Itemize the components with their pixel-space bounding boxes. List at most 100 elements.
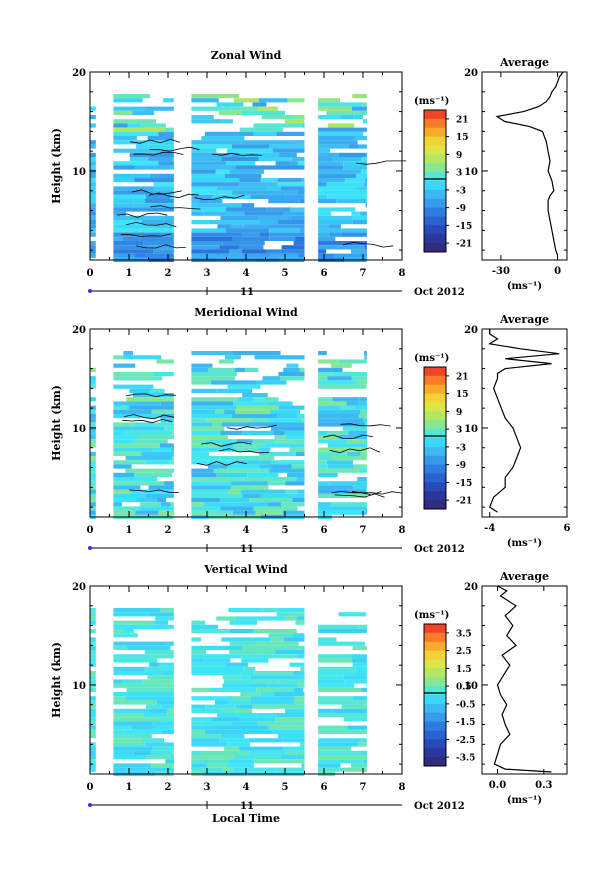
heatmap-cell — [350, 654, 367, 659]
heatmap-cell — [269, 144, 305, 149]
heatmap-cell — [215, 409, 225, 414]
heatmap-cell — [140, 502, 161, 507]
heatmap-cell — [113, 746, 153, 751]
average-title: Average — [499, 56, 549, 69]
heatmap-cell — [142, 738, 164, 743]
x-tick-label: 8 — [399, 525, 406, 536]
heatmap-cell — [289, 662, 305, 667]
heatmap-cell — [150, 654, 174, 659]
heatmap-cell — [90, 612, 96, 617]
heatmap-cell — [241, 203, 255, 208]
heatmap-cell — [216, 472, 248, 477]
heatmap-cell — [191, 241, 223, 246]
heatmap-cell — [222, 106, 232, 111]
heatmap-cell — [113, 253, 135, 258]
heatmap-cell — [152, 721, 174, 726]
heatmap-cell — [113, 443, 160, 448]
heatmap-cell — [148, 708, 168, 713]
x-tick-label: 3 — [204, 782, 211, 793]
heatmap-cell — [90, 140, 96, 145]
heatmap-cell — [212, 194, 251, 199]
heatmap-cell — [90, 115, 96, 120]
heatmap-cell — [149, 173, 159, 178]
heatmap-cell — [351, 763, 367, 768]
heatmap-cell — [359, 700, 367, 705]
heatmap-cell — [191, 506, 211, 511]
heatmap-cell — [220, 215, 259, 220]
heatmap-cell — [90, 679, 96, 684]
heatmap-cell — [113, 94, 150, 99]
y-axis-label: Height (km) — [50, 128, 63, 204]
heatmap-cell — [364, 422, 367, 427]
colorbar-label: -21 — [456, 497, 472, 507]
average-profile-line — [488, 329, 560, 513]
heatmap-cell — [356, 173, 367, 178]
heatmap-cell — [113, 203, 134, 208]
heatmap-cell — [191, 144, 232, 149]
heatmap-cell — [257, 106, 279, 111]
heatmap-cell — [267, 481, 286, 486]
heatmap-cell — [265, 186, 281, 191]
heatmap-cell — [278, 679, 305, 684]
heatmap-cell — [134, 178, 174, 183]
heatmap-cell — [303, 759, 305, 764]
colorbar-swatch — [424, 438, 446, 448]
heatmap-cell — [293, 241, 305, 246]
heatmap-cell — [124, 430, 173, 435]
colorbar-swatch — [424, 730, 446, 740]
heatmap-cell — [144, 666, 174, 671]
x-tick-label: 2 — [165, 268, 172, 279]
colorbar-label: 1.5 — [456, 665, 472, 675]
heatmap-cell — [113, 721, 153, 726]
heatmap-cell — [191, 671, 238, 676]
heatmap-cell — [156, 224, 174, 229]
heatmap-cell — [241, 110, 285, 115]
heatmap-cell — [229, 641, 257, 646]
heatmap-cell — [90, 493, 96, 498]
heatmap-cell — [334, 253, 367, 258]
contour-line — [356, 160, 407, 165]
heatmap-cell — [113, 477, 158, 482]
contour-line — [194, 194, 245, 201]
heatmap-cell — [191, 249, 230, 254]
heatmap-cell — [318, 451, 347, 456]
heatmap-cell — [318, 510, 366, 515]
heatmap-cell — [289, 612, 305, 617]
y-axis-label: Height (km) — [50, 642, 63, 718]
heatmap-cell — [227, 464, 260, 469]
heatmap-cell — [191, 228, 226, 233]
heatmap-cell — [160, 443, 174, 448]
colorbar-label: 3.5 — [456, 629, 472, 639]
colorbar-frame — [423, 623, 447, 767]
heatmap-cell — [191, 435, 228, 440]
heatmap-cell — [191, 367, 208, 372]
heatmap-cell — [318, 675, 344, 680]
colorbar-label: -9 — [456, 461, 466, 471]
heatmap-cell — [130, 489, 174, 494]
heatmap-cell — [138, 435, 174, 440]
panel-title: Vertical Wind — [203, 563, 288, 576]
heatmap-cell — [358, 401, 367, 406]
heatmap-cell — [113, 409, 152, 414]
heatmap-cell — [351, 376, 367, 381]
heatmap-cell — [203, 658, 231, 663]
heatmap-cell — [191, 397, 239, 402]
heatmap-cell — [238, 397, 254, 402]
heatmap-cell — [318, 439, 348, 444]
heatmap-cell — [90, 165, 96, 170]
heatmap-cell — [164, 641, 174, 646]
heatmap-cell — [113, 123, 128, 128]
heatmap-cell — [204, 447, 236, 452]
heatmap-cell — [148, 190, 174, 195]
heatmap-cell — [252, 704, 304, 709]
heatmap-cell — [113, 612, 150, 617]
day-label: 11 — [240, 544, 254, 555]
heatmap-cell — [294, 115, 305, 120]
heatmap-cell — [363, 119, 367, 124]
heatmap-cell — [276, 131, 305, 136]
colorbar-swatch — [424, 145, 446, 155]
heatmap-cell — [318, 253, 334, 258]
heatmap-cell — [220, 430, 243, 435]
heatmap-cell — [90, 220, 96, 225]
heatmap-cell — [113, 608, 161, 613]
